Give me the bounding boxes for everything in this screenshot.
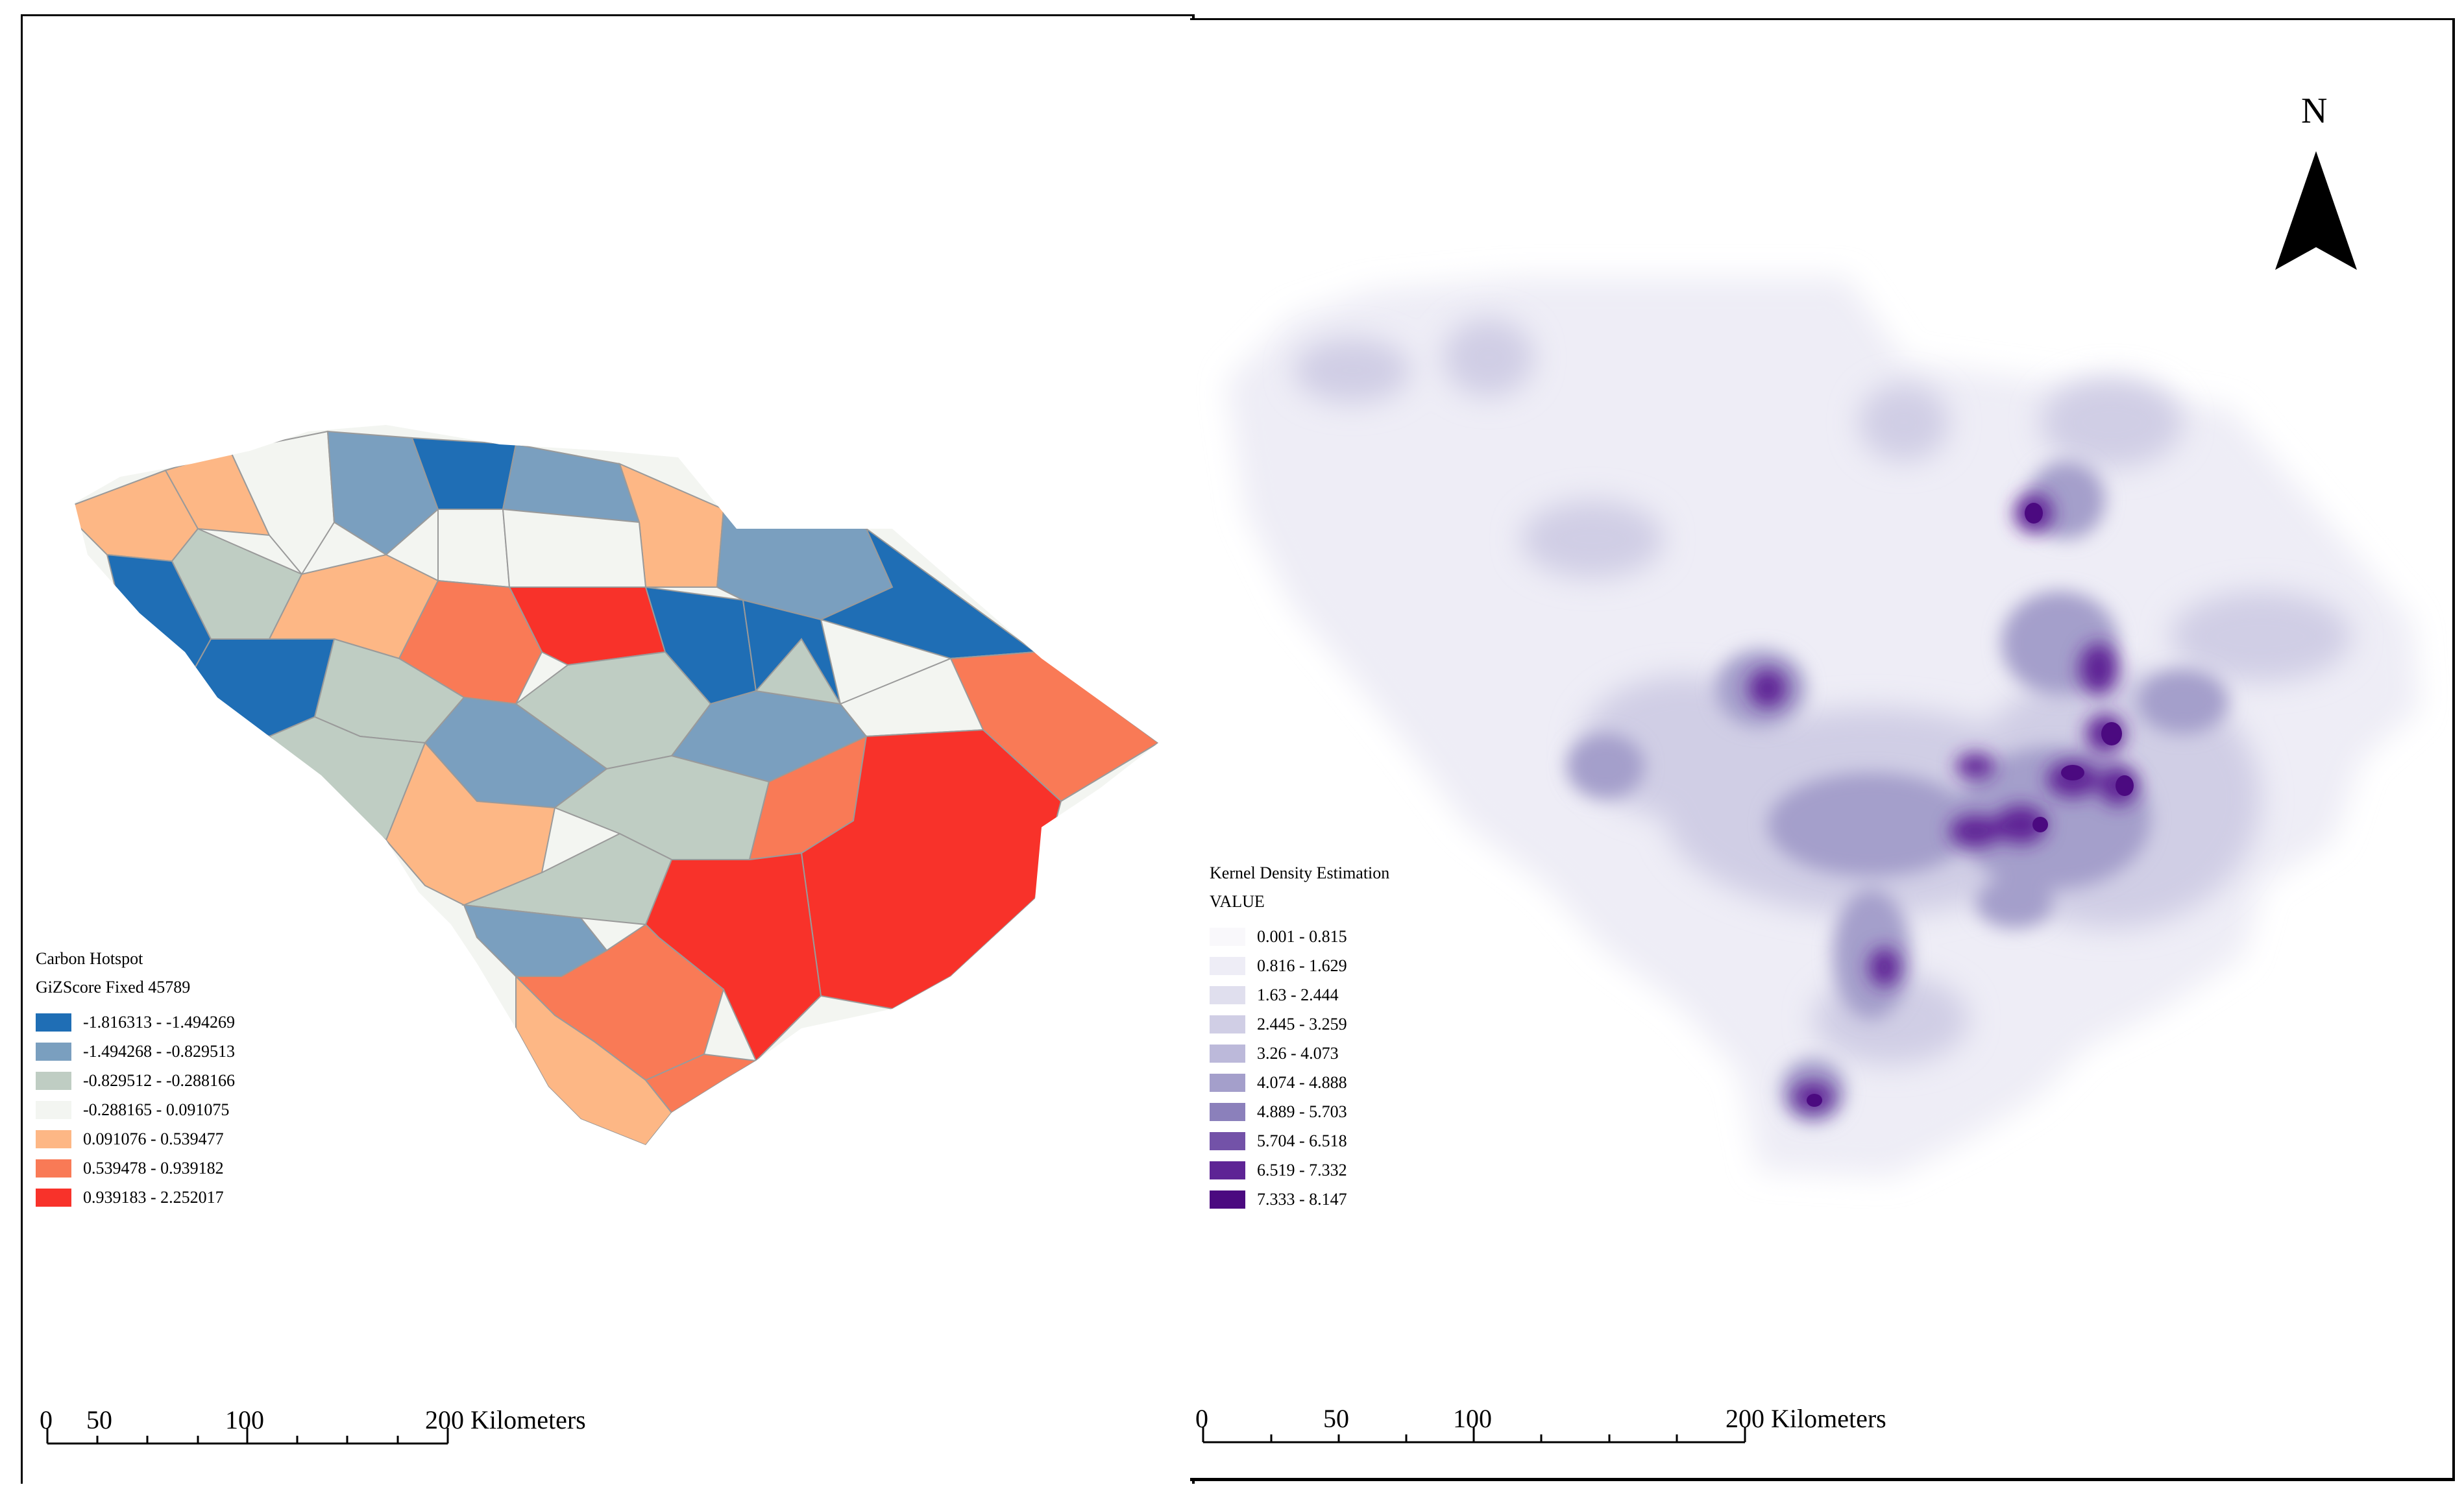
legend-label: 5.704 - 6.518: [1257, 1131, 1347, 1150]
legend-swatch: [36, 1159, 71, 1178]
legend-swatch: [36, 1042, 71, 1061]
legend-item: 0.091076 - 0.539477: [36, 1124, 235, 1154]
legend-label: 4.889 - 5.703: [1257, 1102, 1347, 1121]
north-arrow: [2275, 151, 2357, 270]
legend-label: -1.494268 - -0.829513: [83, 1041, 235, 1061]
legend-swatch: [1210, 1044, 1245, 1063]
legend-subtitle: VALUE: [1210, 892, 1265, 911]
legend-item: -0.829512 - -0.288166: [36, 1066, 235, 1095]
county-horry: [949, 651, 1158, 803]
county-union: [437, 509, 511, 588]
legend-item: 0.001 - 0.815: [1210, 922, 1389, 951]
legend-item: 4.074 - 4.888: [1210, 1068, 1389, 1097]
legend-item: 1.63 - 2.444: [1210, 980, 1389, 1009]
legend-item: 0.816 - 1.629: [1210, 951, 1389, 980]
legend-swatch: [1210, 1102, 1245, 1121]
legend-item: -0.288165 - 0.091075: [36, 1095, 235, 1124]
legend-swatch: [1210, 1015, 1245, 1033]
legend-label: 0.816 - 1.629: [1257, 956, 1347, 975]
legend-subtitle: GiZScore Fixed 45789: [36, 978, 191, 997]
legend-swatch: [1210, 1073, 1245, 1092]
legend-label: -1.816313 - -1.494269: [83, 1012, 235, 1032]
legend-item: 2.445 - 3.259: [1210, 1009, 1389, 1039]
legend-label: 0.539478 - 0.939182: [83, 1158, 224, 1178]
legend-swatch: [1210, 1161, 1245, 1179]
kernel-density-map: [1202, 151, 2418, 1444]
county-spartanburg: [326, 430, 439, 556]
legend-label: 0.001 - 0.815: [1257, 926, 1347, 946]
hotspot-map: [46, 425, 1158, 1445]
county-chester: [502, 508, 647, 588]
legend-swatch: [1210, 985, 1245, 1004]
legend-swatch: [36, 1100, 71, 1119]
county-lancaster: [618, 463, 725, 588]
county-greenville: [229, 430, 335, 575]
hotspot-map-panel: Carbon Hotspot GiZScore Fixed 45789 -1.8…: [21, 14, 1195, 1484]
right-scale-bar: [1202, 1427, 1746, 1444]
legend-swatch: [36, 1013, 71, 1032]
legend-label: -0.829512 - -0.288166: [83, 1070, 235, 1090]
county-aiken: [385, 742, 556, 906]
legend-item: 0.539478 - 0.939182: [36, 1154, 235, 1183]
legend-label: 0.939183 - 2.252017: [83, 1187, 224, 1207]
county-lee: [755, 638, 842, 705]
legend-item: 5.704 - 6.518: [1210, 1126, 1389, 1155]
legend-label: 4.074 - 4.888: [1257, 1072, 1347, 1092]
legend-swatch: [1210, 927, 1245, 946]
legend-swatch: [1210, 956, 1245, 975]
county-georgetown-berkeley: [800, 729, 1062, 1010]
legend-item: 3.26 - 4.073: [1210, 1039, 1389, 1068]
left-scale-bar: [46, 1428, 449, 1445]
legend-title: Kernel Density Estimation: [1210, 864, 1390, 882]
legend-item: -1.494268 - -0.829513: [36, 1037, 235, 1066]
density-surface: [1228, 278, 2418, 1176]
kernel-density-panel: N Kernel Density Estimation VALUE 0.001 …: [1190, 18, 2455, 1481]
legend-items: -1.816313 - -1.494269 -1.494268 - -0.829…: [36, 1008, 235, 1212]
legend-item: 0.939183 - 2.252017: [36, 1183, 235, 1212]
scale-tick-50: 50: [1323, 1404, 1349, 1433]
legend-item: 6.519 - 7.332: [1210, 1155, 1389, 1185]
legend-swatch: [1210, 1190, 1245, 1209]
scale-tick-200: 200 Kilometers: [1726, 1404, 1886, 1433]
legend-item: 7.333 - 8.147: [1210, 1185, 1389, 1214]
legend-label: 2.445 - 3.259: [1257, 1014, 1347, 1033]
legend-item: 4.889 - 5.703: [1210, 1097, 1389, 1126]
legend-label: 6.519 - 7.332: [1257, 1160, 1347, 1179]
scale-tick-50: 50: [86, 1405, 112, 1434]
legend-label: 0.091076 - 0.539477: [83, 1129, 224, 1148]
scale-tick-0: 0: [1195, 1404, 1208, 1433]
legend-swatch: [36, 1130, 71, 1148]
legend-items: 0.001 - 0.815 0.816 - 1.629 1.63 - 2.444…: [1210, 922, 1389, 1214]
scale-tick-0: 0: [40, 1405, 53, 1434]
hotspot-legend: Carbon Hotspot GiZScore Fixed 45789 -1.8…: [36, 950, 235, 1212]
scale-tick-100: 100: [225, 1405, 264, 1434]
legend-label: -0.288165 - 0.091075: [83, 1100, 230, 1119]
north-arrow-icon: [2275, 151, 2357, 270]
scale-tick-200: 200 Kilometers: [425, 1405, 586, 1434]
scale-tick-100: 100: [1453, 1404, 1492, 1433]
legend-label: 1.63 - 2.444: [1257, 985, 1339, 1004]
legend-label: 7.333 - 8.147: [1257, 1189, 1347, 1209]
county-hampton-jasper: [515, 974, 673, 1145]
density-legend: Kernel Density Estimation VALUE 0.001 - …: [1210, 865, 1389, 1214]
north-label: N: [2301, 91, 2328, 131]
legend-swatch: [1210, 1131, 1245, 1150]
legend-label: 3.26 - 4.073: [1257, 1043, 1339, 1063]
legend-title: Carbon Hotspot: [36, 949, 143, 968]
density-peaks: [1807, 503, 2134, 1107]
legend-swatch: [36, 1071, 71, 1090]
legend-item: -1.816313 - -1.494269: [36, 1008, 235, 1037]
county-beaufort: [644, 1053, 758, 1114]
legend-swatch: [36, 1188, 71, 1207]
